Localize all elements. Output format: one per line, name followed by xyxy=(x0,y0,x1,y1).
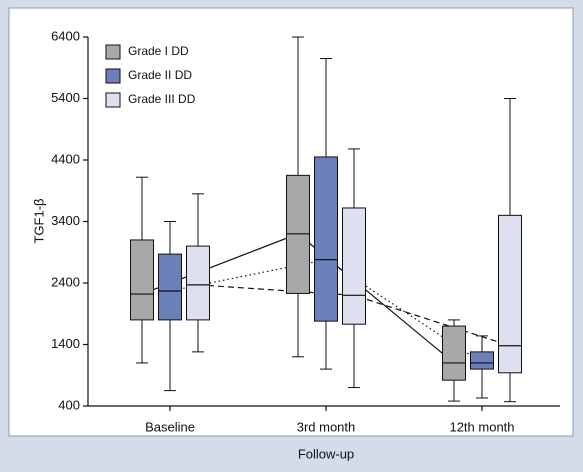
median-trend-line xyxy=(169,258,483,364)
y-tick-label: 4400 xyxy=(51,151,80,166)
y-tick-label: 400 xyxy=(58,397,80,412)
legend-label: Grade III DD xyxy=(128,92,196,106)
x-tick-label: 12th month xyxy=(449,419,514,434)
box xyxy=(286,174,310,294)
y-tick-label: 1400 xyxy=(51,336,80,351)
box xyxy=(130,239,154,321)
legend-swatch xyxy=(105,92,121,108)
box xyxy=(442,325,466,381)
x-tick-label: 3rd month xyxy=(297,419,356,434)
box xyxy=(186,245,210,321)
box xyxy=(314,156,338,322)
box xyxy=(158,253,182,321)
box xyxy=(342,207,366,325)
legend-label: Grade I DD xyxy=(128,44,189,58)
y-axis-label: TGF1-β xyxy=(31,198,46,243)
legend-swatch xyxy=(105,68,121,84)
y-tick-label: 5400 xyxy=(51,90,80,105)
x-tick-label: Baseline xyxy=(145,419,195,434)
legend-swatch xyxy=(105,44,121,60)
y-tick-label: 3400 xyxy=(51,213,80,228)
box xyxy=(470,351,494,370)
y-tick-label: 6400 xyxy=(51,28,80,43)
y-tick-label: 2400 xyxy=(51,274,80,289)
legend-label: Grade II DD xyxy=(128,68,192,82)
x-axis-label: Follow-up xyxy=(298,446,354,461)
box xyxy=(498,214,522,374)
